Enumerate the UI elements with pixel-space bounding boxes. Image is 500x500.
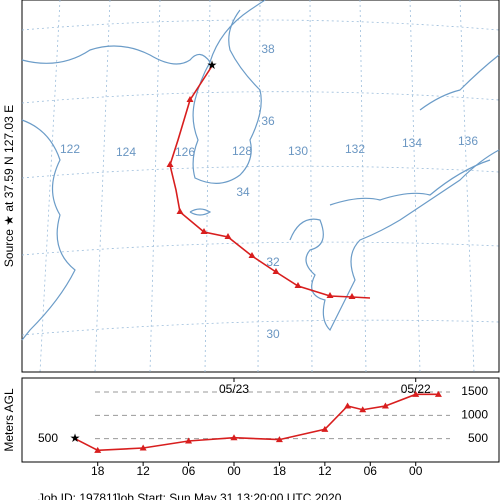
coastlines [21, 0, 500, 341]
lat-label: 30 [266, 327, 280, 341]
lon-label: 126 [175, 145, 195, 159]
lon-label: 134 [402, 136, 422, 150]
height-marker [275, 436, 283, 443]
height-marker [230, 434, 238, 441]
lat-label: 38 [261, 42, 275, 56]
x-tick-label: 06 [182, 464, 196, 478]
lat-label: 34 [236, 185, 250, 199]
x-tick-label: 12 [318, 464, 332, 478]
date-label: 05/23 [219, 382, 249, 396]
height-marker [412, 390, 420, 397]
job-id: Job ID: 197811 [38, 491, 119, 500]
height-marker [434, 390, 442, 397]
y-tick-label: 500 [468, 431, 488, 445]
height-line [74, 393, 439, 452]
height-marker [185, 437, 193, 444]
trajectory [169, 65, 371, 299]
lon-label: 132 [345, 142, 365, 156]
lon-label: 122 [60, 142, 80, 156]
source-label: Source ★ at 37.59 N 127.03 E [2, 105, 16, 267]
height-marker [321, 425, 329, 432]
source-star: ★ [207, 58, 218, 72]
y-tick-label: 1500 [461, 384, 488, 398]
lat-label: 32 [266, 255, 280, 269]
x-tick-label: 00 [409, 464, 423, 478]
x-tick-label: 18 [91, 464, 105, 478]
lat-label: 36 [261, 114, 275, 128]
lon-label: 124 [116, 145, 136, 159]
map-frame [21, 0, 500, 373]
height-marker [94, 446, 102, 453]
graticule [21, 0, 500, 373]
lon-label: 136 [458, 134, 478, 148]
height-frame [21, 377, 500, 463]
height-marker [381, 402, 389, 409]
height-marker [139, 444, 147, 451]
x-tick-label: 00 [227, 464, 241, 478]
start-height-label: 500 [38, 431, 58, 445]
lat-lon-labels: 38 36 34 32 30 122 124 126 128 130 132 134 136 [60, 42, 478, 341]
lon-label: 130 [288, 144, 308, 158]
y-axis-label: Meters AGL [2, 388, 16, 452]
x-tick-label: 06 [364, 464, 378, 478]
y-tick-label: 1000 [461, 408, 488, 422]
start-marker: ★ [70, 431, 81, 445]
x-tick-label: 18 [273, 464, 287, 478]
height-marker [344, 402, 352, 409]
lon-label: 128 [232, 144, 252, 158]
job-start: Job Start: Sun May 31 13:20:00 UTC 2020 [115, 491, 342, 500]
x-tick-label: 12 [136, 464, 150, 478]
date-label: 05/22 [401, 382, 431, 396]
height-marker [359, 406, 367, 413]
